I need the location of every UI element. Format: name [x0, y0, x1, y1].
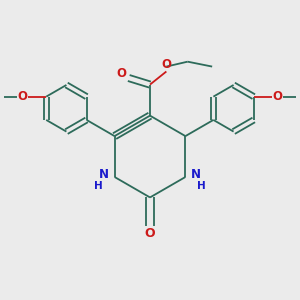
Text: O: O [145, 227, 155, 240]
Text: O: O [161, 58, 171, 71]
Text: O: O [17, 90, 28, 103]
Text: N: N [99, 168, 109, 181]
Text: O: O [116, 67, 126, 80]
Text: O: O [272, 90, 283, 103]
Text: H: H [94, 181, 103, 191]
Text: N: N [191, 168, 201, 181]
Text: H: H [197, 181, 206, 191]
